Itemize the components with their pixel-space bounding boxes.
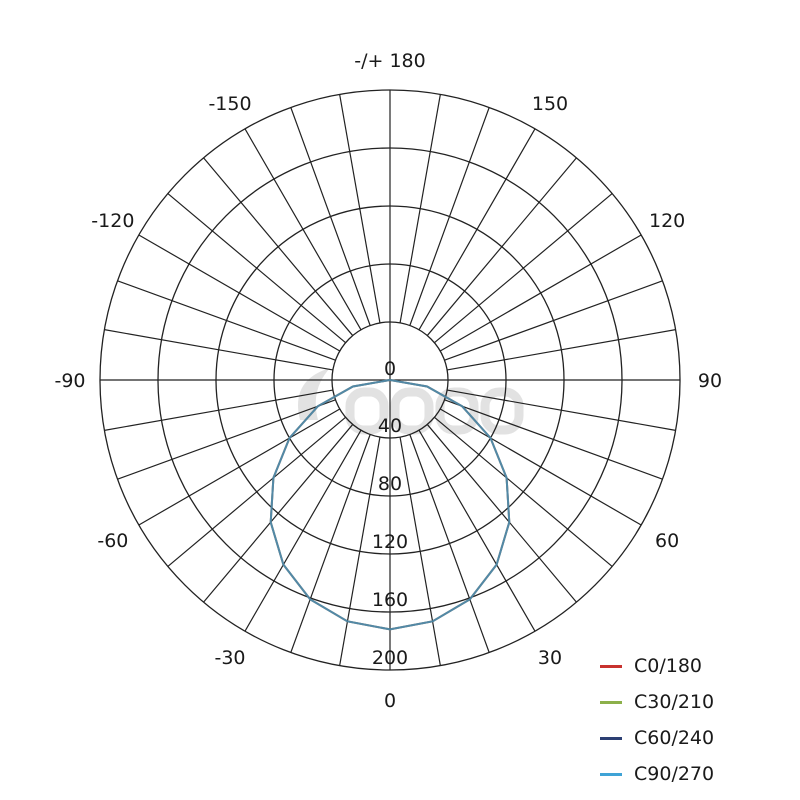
grid-spoke (290, 107, 371, 326)
series-curve-C90-270 (269, 378, 511, 631)
grid-spoke (447, 329, 676, 371)
angle-tick-label: 150 (532, 93, 568, 115)
angle-tick-label: -90 (54, 370, 85, 392)
grid-spoke (418, 128, 536, 331)
legend-label: C30/210 (634, 691, 715, 713)
grid-spoke (117, 399, 336, 480)
grid-spoke (444, 280, 663, 361)
legend: C0/180 C30/210 C60/240 C90/270 (600, 648, 714, 792)
grid-spoke (409, 107, 490, 326)
grid-spoke (434, 193, 613, 344)
legend-item: C30/210 (600, 684, 714, 720)
radial-tick-label: 80 (378, 473, 402, 495)
legend-swatch (600, 664, 622, 668)
intensity-curves (269, 378, 511, 631)
angle-tick-label: -60 (97, 530, 128, 552)
angle-tick-label: -30 (214, 647, 245, 669)
grid-spoke (203, 157, 354, 336)
grid-spoke (426, 424, 577, 603)
radial-tick-label: 40 (378, 415, 402, 437)
grid-spoke (104, 389, 333, 431)
grid-spoke (339, 94, 381, 323)
grid-spoke (104, 329, 333, 371)
angle-tick-label: 30 (538, 647, 562, 669)
angle-tick-label: 60 (655, 530, 679, 552)
angle-tick-label: -120 (91, 210, 134, 232)
radial-tick-label: 120 (372, 531, 408, 553)
legend-label: C90/270 (634, 763, 715, 785)
grid-spoke (167, 193, 346, 344)
legend-swatch (600, 736, 622, 740)
grid-spoke (426, 157, 577, 336)
grid-spoke (244, 128, 362, 331)
grid-spoke (244, 429, 362, 632)
grid-spoke (434, 416, 613, 567)
angle-tick-label: -150 (208, 93, 251, 115)
grid-spoke (167, 416, 346, 567)
radial-tick-labels: 0 40 80 120 160 200 (372, 358, 408, 669)
legend-item: C0/180 (600, 648, 714, 684)
grid-spoke (138, 408, 341, 526)
angle-tick-label: -/+ 180 (354, 50, 425, 72)
radial-tick-label: 200 (372, 647, 408, 669)
grid-spoke (439, 408, 642, 526)
radial-tick-label: 160 (372, 589, 408, 611)
legend-item: C90/270 (600, 756, 714, 792)
watermark-letter-shape (390, 387, 434, 435)
grid-spoke (399, 437, 441, 666)
angle-tick-label: 120 (649, 210, 685, 232)
grid-spoke (138, 234, 341, 352)
grid-spoke (117, 280, 336, 361)
angle-tick-label: 90 (698, 370, 722, 392)
angle-tick-labels: -/+ 180 150 -150 120 -120 90 -90 60 -60 30 -30 0 (54, 50, 722, 712)
grid-spoke (339, 437, 381, 666)
legend-swatch (600, 700, 622, 704)
grid-spoke (290, 434, 371, 653)
grid-spoke (203, 424, 354, 603)
grid-spoke (439, 234, 642, 352)
grid-spoke (418, 429, 536, 632)
legend-swatch (600, 772, 622, 776)
angle-tick-label: 0 (384, 690, 396, 712)
watermark-letter-shape (345, 387, 389, 435)
polar-grid (99, 89, 681, 671)
watermark-letter-shape (480, 387, 524, 435)
grid-spoke (399, 94, 441, 323)
grid-spoke (447, 389, 676, 431)
legend-item: C60/240 (600, 720, 714, 756)
grid-spoke (409, 434, 490, 653)
grid-spoke (444, 399, 663, 480)
legend-label: C60/240 (634, 727, 715, 749)
legend-label: C0/180 (634, 655, 703, 677)
radial-tick-label: 0 (384, 358, 396, 380)
